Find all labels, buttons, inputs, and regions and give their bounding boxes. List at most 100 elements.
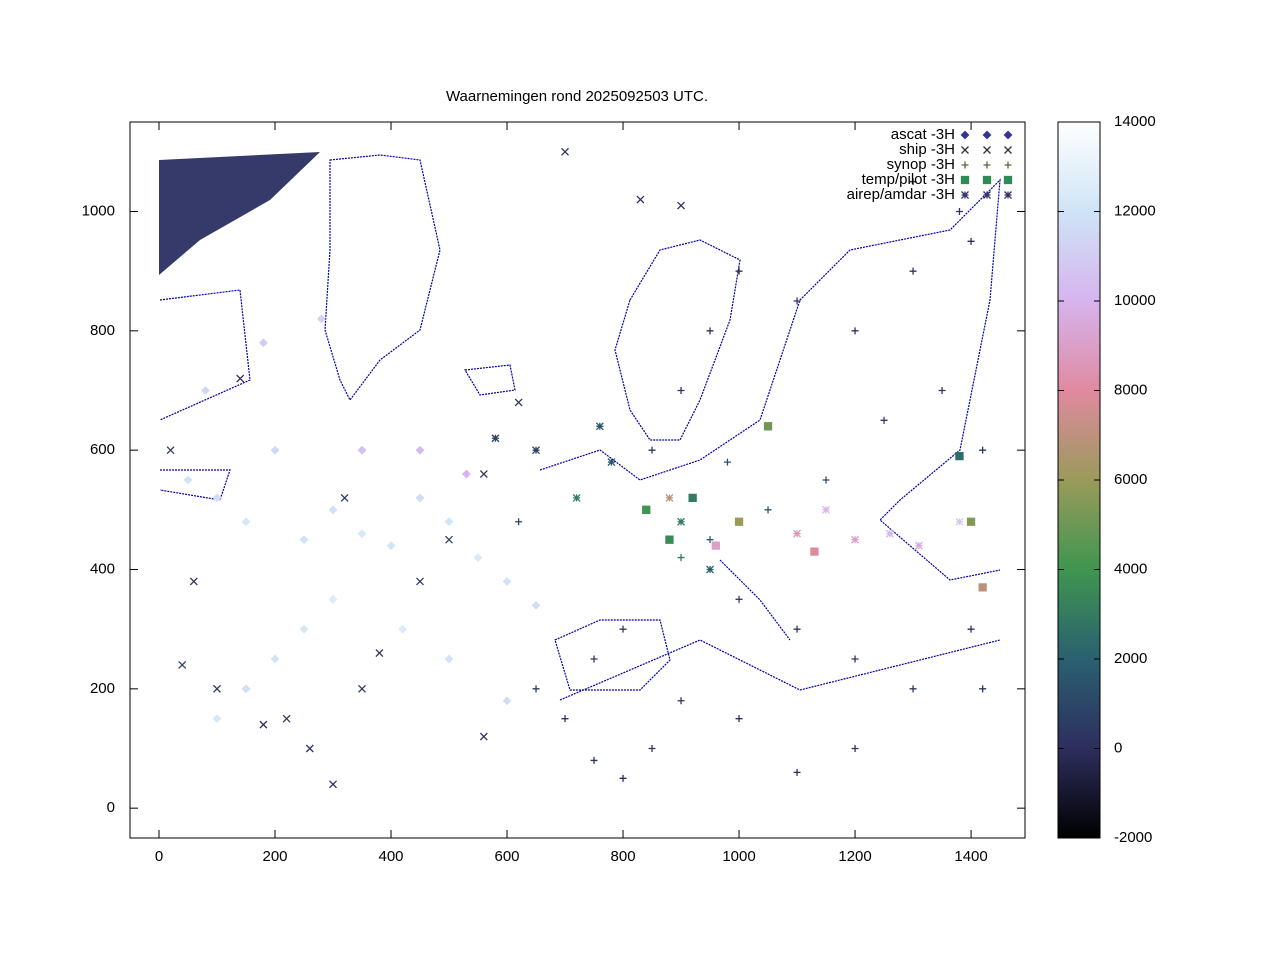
x-tick-label: 0 <box>155 848 163 865</box>
legend-symbol <box>961 191 969 199</box>
point <box>607 458 616 467</box>
point <box>329 780 337 789</box>
point <box>444 517 454 527</box>
point <box>212 714 222 724</box>
point <box>885 529 894 538</box>
coastline <box>554 619 671 691</box>
point <box>398 624 408 634</box>
legend-symbol <box>961 146 969 154</box>
point <box>764 506 772 514</box>
legend-symbol <box>1004 191 1012 199</box>
colorbar-tick-label: 12000 <box>1114 202 1156 219</box>
legend-symbol <box>960 175 970 185</box>
point <box>648 745 656 752</box>
point <box>979 446 987 454</box>
point <box>561 147 569 156</box>
point <box>328 594 338 604</box>
point <box>316 314 326 324</box>
colorbar-tick-label: 2000 <box>1114 650 1147 667</box>
point <box>258 338 268 348</box>
point <box>648 446 656 454</box>
point <box>183 475 193 485</box>
point <box>822 476 830 484</box>
point <box>515 518 523 526</box>
point <box>723 458 731 466</box>
point <box>357 529 367 539</box>
point <box>642 505 651 514</box>
point <box>677 201 685 210</box>
ice-region <box>159 152 320 275</box>
x-tick-label: 400 <box>379 848 404 865</box>
y-tick-label: 0 <box>107 799 115 816</box>
point <box>561 715 569 723</box>
point <box>763 422 773 431</box>
y-tick-label: 600 <box>90 441 115 458</box>
point <box>909 685 917 693</box>
point <box>590 655 598 663</box>
x-tick-label: 800 <box>611 848 636 865</box>
point <box>212 493 222 503</box>
point <box>532 685 540 693</box>
point <box>978 583 987 592</box>
point <box>967 625 975 633</box>
point <box>711 541 720 550</box>
chart-title: Waarnemingen rond 2025092503 UTC. <box>446 88 708 105</box>
point <box>502 577 512 586</box>
point <box>358 684 366 693</box>
point <box>636 195 645 204</box>
point <box>909 178 917 186</box>
point <box>357 445 367 455</box>
point <box>270 445 280 455</box>
point <box>241 517 251 527</box>
legend-symbol <box>960 130 970 140</box>
point <box>532 446 540 455</box>
colorbar <box>1057 121 1101 839</box>
y-tick-label: 1000 <box>82 202 115 219</box>
colorbar-tick-label: -2000 <box>1114 829 1152 846</box>
point <box>735 267 743 275</box>
point <box>479 470 488 478</box>
point <box>415 445 425 455</box>
legend-symbol <box>983 191 991 199</box>
coastline <box>614 239 741 441</box>
legend-label: ship -3H <box>899 141 955 158</box>
point <box>966 517 976 526</box>
x-tick-label: 1200 <box>838 848 871 865</box>
point <box>677 517 685 526</box>
y-tick-label: 400 <box>90 560 115 577</box>
coastline <box>539 178 1001 581</box>
legend-symbol <box>983 146 991 154</box>
point <box>955 451 964 461</box>
y-tick-label: 800 <box>90 322 115 339</box>
point <box>735 595 743 603</box>
y-tick-label: 200 <box>90 680 115 697</box>
legend-symbol <box>1003 175 1013 185</box>
legend-label: synop -3H <box>887 156 955 173</box>
coastline <box>464 364 516 396</box>
point <box>955 517 964 526</box>
legend-symbol <box>982 130 992 140</box>
point <box>955 208 963 215</box>
point <box>706 327 714 335</box>
point <box>665 535 674 544</box>
point <box>851 327 859 335</box>
legend-symbol <box>961 161 969 169</box>
point <box>178 661 187 669</box>
point <box>166 446 175 455</box>
point <box>241 684 251 694</box>
legend-symbol <box>983 161 991 169</box>
point <box>299 624 309 634</box>
point <box>491 434 500 443</box>
legend-symbol <box>982 175 992 185</box>
point <box>328 505 338 515</box>
x-tick-label: 200 <box>262 848 287 865</box>
point <box>514 398 523 407</box>
point <box>259 720 268 729</box>
point <box>851 535 860 544</box>
point <box>677 387 685 394</box>
coastline <box>159 289 791 641</box>
point <box>444 654 454 664</box>
legend-symbol <box>1004 146 1012 154</box>
legend-label: ascat -3H <box>891 126 955 143</box>
colorbar-tick-label: 8000 <box>1114 381 1147 398</box>
